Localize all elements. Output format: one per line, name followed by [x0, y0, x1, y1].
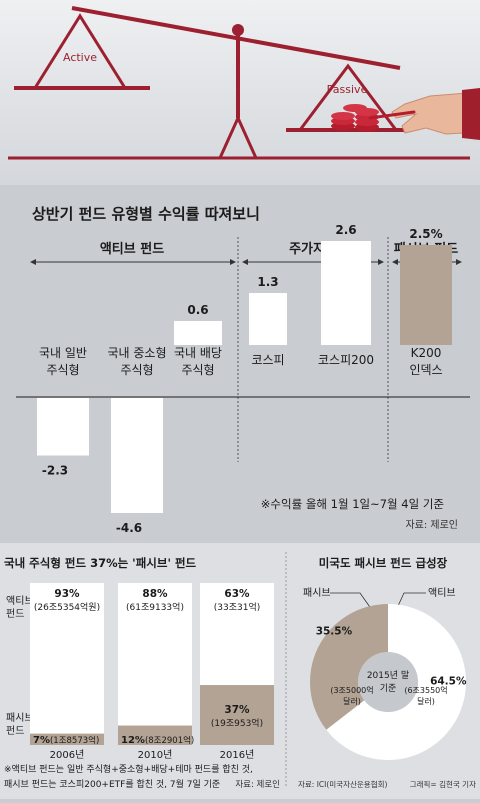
- donut-center-line2: 기준: [380, 683, 397, 694]
- donut-leader-active: [397, 592, 426, 607]
- stack-active-amount-2: (33조31억): [214, 601, 261, 613]
- legend-passive-line2: 펀드: [6, 725, 24, 737]
- category-label-5-0: K200: [411, 346, 442, 360]
- main-chart-note: ※수익률 올해 1월 1일~7월 4일 기준: [261, 497, 444, 511]
- bar-value-label-1: -4.6: [116, 521, 142, 535]
- stack-passive-pct-0: 7%: [33, 735, 50, 746]
- donut-active-amount-line2: 달러): [417, 697, 435, 706]
- bar-5: [400, 245, 452, 345]
- main-chart-title: 상반기 펀드 유형별 수익률 따져보니: [32, 205, 260, 223]
- category-label-3-0: 코스피: [251, 353, 284, 367]
- donut-chart: 35.5% 64.5%: [310, 604, 467, 760]
- main-chart: 상반기 펀드 유형별 수익률 따져보니 액티브 펀드 주가지수 패시브 펀드 -…: [16, 205, 470, 535]
- bar-1: [111, 398, 163, 513]
- donut-chart-panel: 미국도 패시브 펀드 급성장 패시브 액티브 35.5% 64.5% 2015년 …: [298, 556, 476, 789]
- stacked-source: 자료: 제로인: [235, 779, 280, 790]
- stack-passive-0: [30, 733, 104, 745]
- bar-3: [249, 293, 287, 345]
- stack-passive-pct-2: 37%: [224, 704, 250, 716]
- stacked-note-line2: 패시브 펀드는 코스피200+ETF를 합친 것, 7월 7일 기준: [4, 778, 220, 790]
- category-label-2-0: 국내 배당: [174, 346, 222, 360]
- donut-source: 자료: ICI(미국자산운용협회): [298, 779, 387, 789]
- bar-value-label-0: -2.3: [42, 464, 68, 478]
- legend-passive-line1: 패시브: [6, 712, 34, 724]
- graphic-credit: 그래픽= 김현국 기자: [410, 779, 476, 789]
- scale-right-label: Passive: [327, 83, 368, 96]
- header-illustration: Active Passive: [0, 0, 480, 185]
- stack-active-pct-1: 88%: [142, 588, 168, 600]
- donut-chart-title: 미국도 패시브 펀드 급성장: [319, 556, 448, 570]
- stack-passive-amount-1: (8조2901억): [145, 735, 194, 746]
- stack-passive-2: [200, 685, 274, 745]
- donut-center-line1: 2015년 말: [367, 669, 409, 681]
- bar-value-label-4: 2.6: [335, 223, 356, 237]
- stack-year-label-0: 2006년: [50, 749, 85, 761]
- donut-active-amount-line1: (6조3550억: [404, 685, 447, 695]
- bar-value-label-5: 2.5%: [409, 227, 442, 241]
- bar-value-label-3: 1.3: [257, 275, 278, 289]
- stacked-bars: 93%(26조5354억원) 7%(1조8573억) 2006년 88%(61조913…: [30, 583, 274, 761]
- stack-active-amount-0: (26조5354억원): [34, 601, 100, 613]
- stack-passive-amount-2: (19조953억): [211, 717, 263, 729]
- stack-passive-pct-1: 12%: [121, 735, 145, 746]
- group-label-active: 액티브 펀드: [100, 241, 164, 257]
- donut-passive-amount-line2: 달러): [343, 697, 361, 706]
- category-label-4-0: 코스피200: [318, 353, 374, 367]
- stack-passive-amount-0: (1조8573억): [50, 735, 99, 746]
- stack-active-amount-1: (61조9133억): [126, 601, 184, 613]
- stack-active-2: [200, 583, 274, 686]
- stacked-chart-title: 국내 주식형 펀드 37%는 '패시브' 펀드: [4, 556, 197, 570]
- bar-value-label-2: 0.6: [187, 303, 208, 317]
- stack-year-label-1: 2010년: [138, 749, 173, 761]
- main-chart-source: 자료: 제로인: [405, 519, 458, 531]
- donut-passive-amount-line1: (3조5000억: [330, 685, 373, 695]
- legend-active-line2: 펀드: [6, 608, 24, 620]
- legend-active-line1: 액티브: [6, 595, 34, 607]
- stack-active-pct-2: 63%: [224, 588, 250, 600]
- bar-2: [174, 321, 222, 345]
- category-label-0-0: 국내 일반: [39, 346, 87, 360]
- group-brackets: [30, 237, 462, 462]
- scale-left-label: Active: [63, 51, 97, 64]
- stack-active-pct-0: 93%: [54, 588, 80, 600]
- donut-label-passive: 패시브: [303, 587, 331, 599]
- stack-active-0: [30, 583, 104, 734]
- donut-leader-passive: [330, 592, 373, 611]
- hand-icon: [368, 88, 480, 140]
- stack-passive-1: [118, 725, 192, 745]
- donut-hole: [358, 652, 418, 712]
- balance-scale-icon: [14, 6, 410, 160]
- bar-4: [321, 241, 371, 345]
- stacked-note-line1: ※액티브 펀드는 일반 주식형+중소형+배당+테마 펀드를 합친 것,: [4, 763, 253, 775]
- category-label-5-1: 인덱스: [409, 363, 442, 377]
- stack-passive-label-0: 7%(1조8573억): [33, 735, 99, 746]
- category-label-1-0: 국내 중소형: [107, 346, 166, 360]
- donut-pct-label-1: 64.5%: [430, 676, 467, 688]
- coin-stack-icon: [331, 104, 379, 131]
- stack-active-1: [118, 583, 192, 726]
- donut-slice-1: [326, 604, 466, 760]
- category-label-1-1: 주식형: [120, 363, 153, 377]
- donut-pct-label-0: 35.5%: [316, 625, 353, 637]
- stack-year-label-2: 2016년: [220, 749, 255, 761]
- donut-slice-0: [310, 604, 388, 730]
- bar-0: [37, 398, 89, 456]
- category-label-0-1: 주식형: [46, 363, 79, 377]
- category-label-2-1: 주식형: [181, 363, 214, 377]
- donut-label-active: 액티브: [428, 587, 456, 599]
- stack-passive-label-1: 12%(8조2901억): [121, 735, 194, 746]
